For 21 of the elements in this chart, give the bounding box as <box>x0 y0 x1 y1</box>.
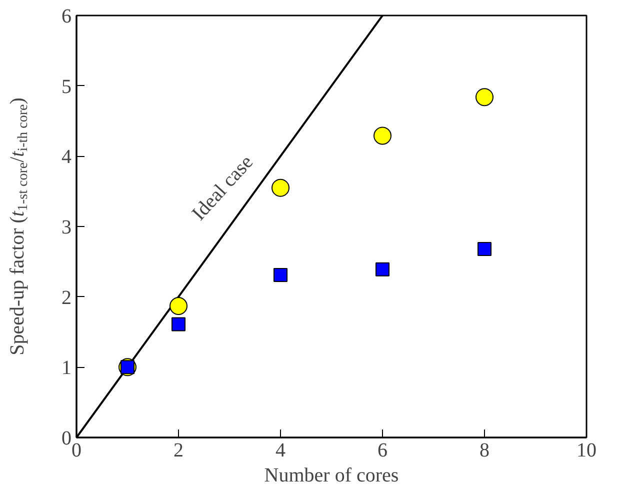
x-tick-label: 10 <box>576 440 596 462</box>
point <box>274 268 288 282</box>
y-tick-label: 2 <box>62 286 72 309</box>
x-tick-label: 4 <box>276 440 286 462</box>
x-tick-label: 8 <box>480 440 490 462</box>
y-tick-label: 5 <box>62 76 72 98</box>
point <box>476 88 494 106</box>
point <box>376 262 390 276</box>
y-tick-label: 3 <box>62 216 72 238</box>
y-tick-label: 4 <box>62 146 72 168</box>
x-tick-label: 6 <box>378 440 388 462</box>
y-axis-title: Speed-up factor (t1-st core/ti-th core) <box>6 98 31 356</box>
y-tick-label: 1 <box>62 357 72 380</box>
x-tick-label: 2 <box>174 440 184 462</box>
point <box>170 296 188 315</box>
point <box>172 317 186 332</box>
y-tick-label: 6 <box>62 6 72 28</box>
point <box>374 126 392 145</box>
point <box>478 242 492 256</box>
x-axis-title: Number of cores <box>264 464 399 486</box>
point <box>272 178 290 197</box>
